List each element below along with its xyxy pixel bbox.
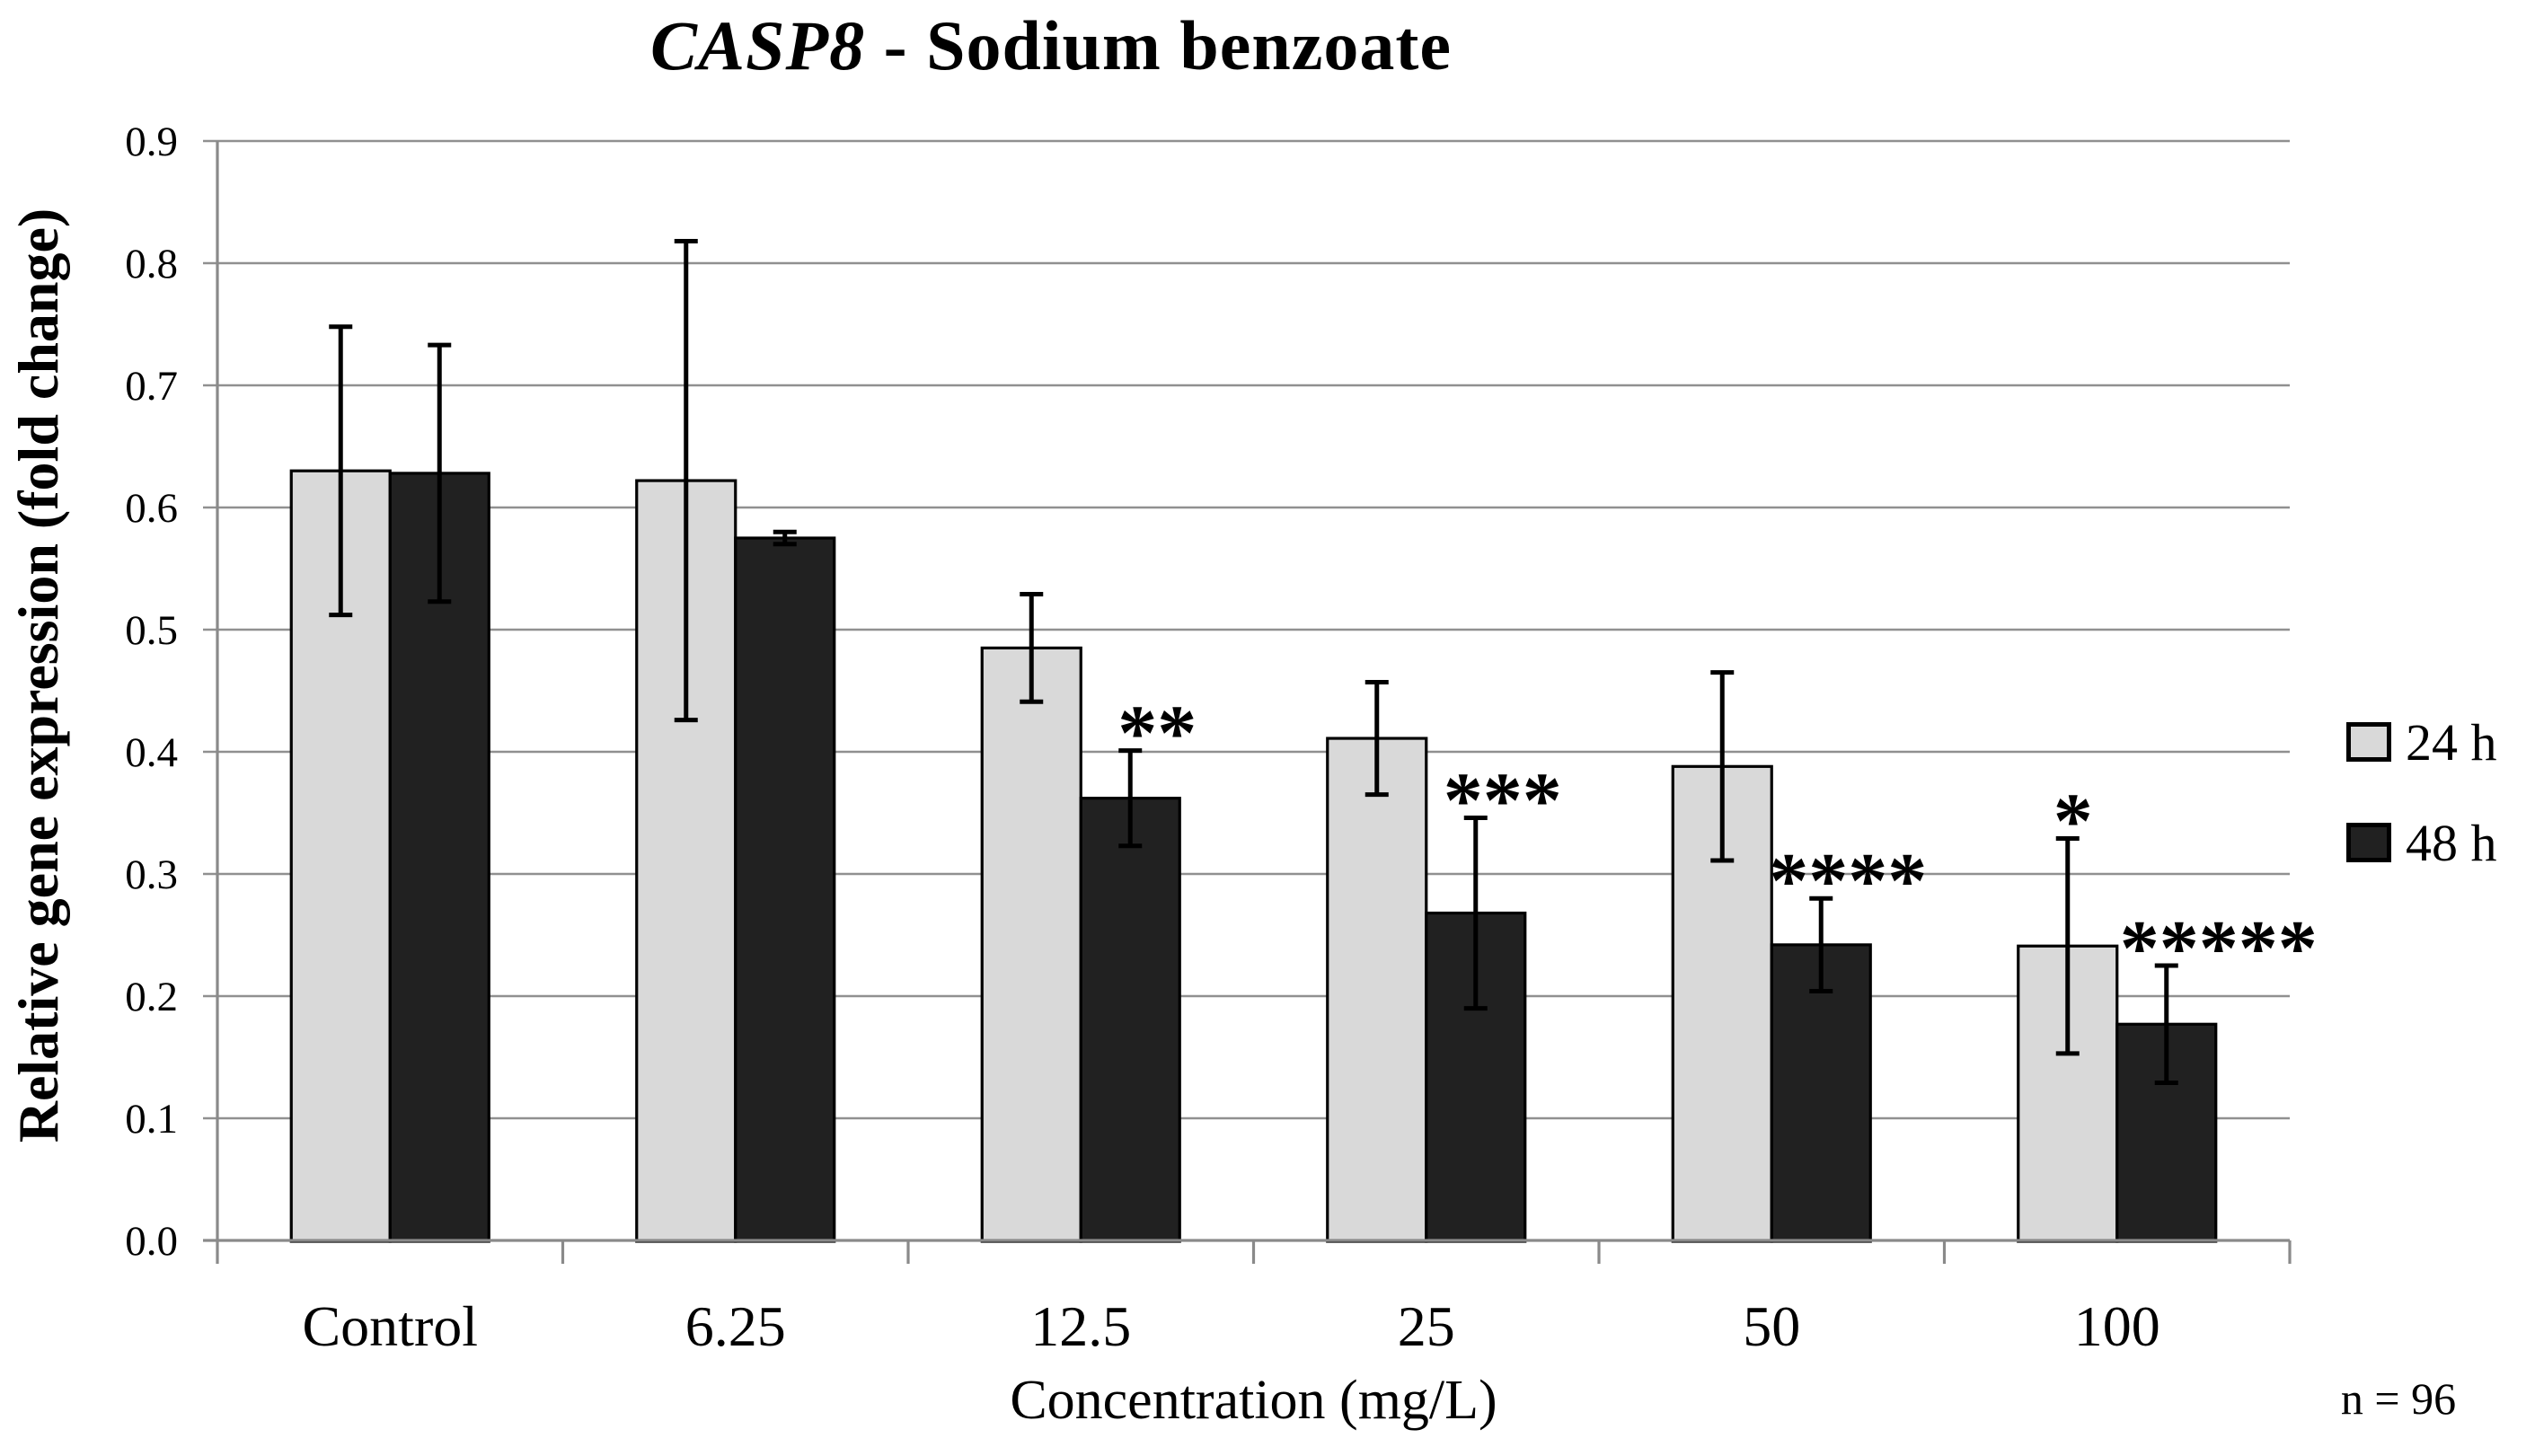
y-tick-label: 0.7: [125, 363, 178, 410]
y-tick-label: 0.8: [125, 241, 178, 287]
significance-annotation: ****: [1769, 838, 1927, 925]
chart-title: CASP8 - Sodium benzoate: [0, 5, 2102, 86]
significance-annotation: *: [2053, 779, 2093, 866]
y-axis-title: Relative gene expression (fold change): [6, 207, 70, 1143]
x-tick-label: 12.5: [1030, 1294, 1131, 1358]
bar-24h-25: [1326, 737, 1428, 1243]
bar-48h-12.5: [1079, 797, 1181, 1243]
legend-item-48h: 48 h: [2346, 814, 2497, 872]
y-tick-label: 0.1: [125, 1096, 178, 1143]
x-tick-label: 100: [2074, 1294, 2160, 1358]
legend-swatch-24h: [2346, 722, 2391, 762]
bar-48h-6.25: [734, 536, 836, 1243]
bar-24h-12.5: [980, 646, 1082, 1243]
chart-title-gene: CASP8: [650, 6, 866, 84]
legend: 24 h 48 h: [2346, 712, 2497, 916]
legend-swatch-48h: [2346, 823, 2391, 862]
significance-annotation: **: [1117, 691, 1197, 778]
y-tick-label: 0.4: [125, 729, 178, 776]
y-tick-label: 0.0: [125, 1218, 178, 1265]
legend-label-24h: 24 h: [2406, 712, 2497, 772]
x-tick-label: 50: [1743, 1294, 1800, 1358]
x-tick-label: 6.25: [685, 1294, 786, 1358]
significance-annotation: ***: [1444, 757, 1562, 844]
x-axis-title: Concentration (mg/L): [1010, 1370, 1497, 1431]
significance-annotation: *****: [2120, 905, 2318, 993]
legend-label-48h: 48 h: [2406, 813, 2497, 872]
x-tick-label: 25: [1398, 1294, 1455, 1358]
y-tick-label: 0.6: [125, 485, 178, 532]
y-tick-label: 0.2: [125, 974, 178, 1020]
legend-item-24h: 24 h: [2346, 712, 2497, 772]
chart-title-rest: - Sodium benzoate: [865, 6, 1452, 84]
sample-size-note: n = 96: [2340, 1373, 2457, 1424]
y-tick-label: 0.9: [125, 119, 178, 165]
y-tick-label: 0.3: [125, 852, 178, 898]
y-tick-label: 0.5: [125, 607, 178, 654]
x-tick-label: Control: [302, 1294, 478, 1358]
